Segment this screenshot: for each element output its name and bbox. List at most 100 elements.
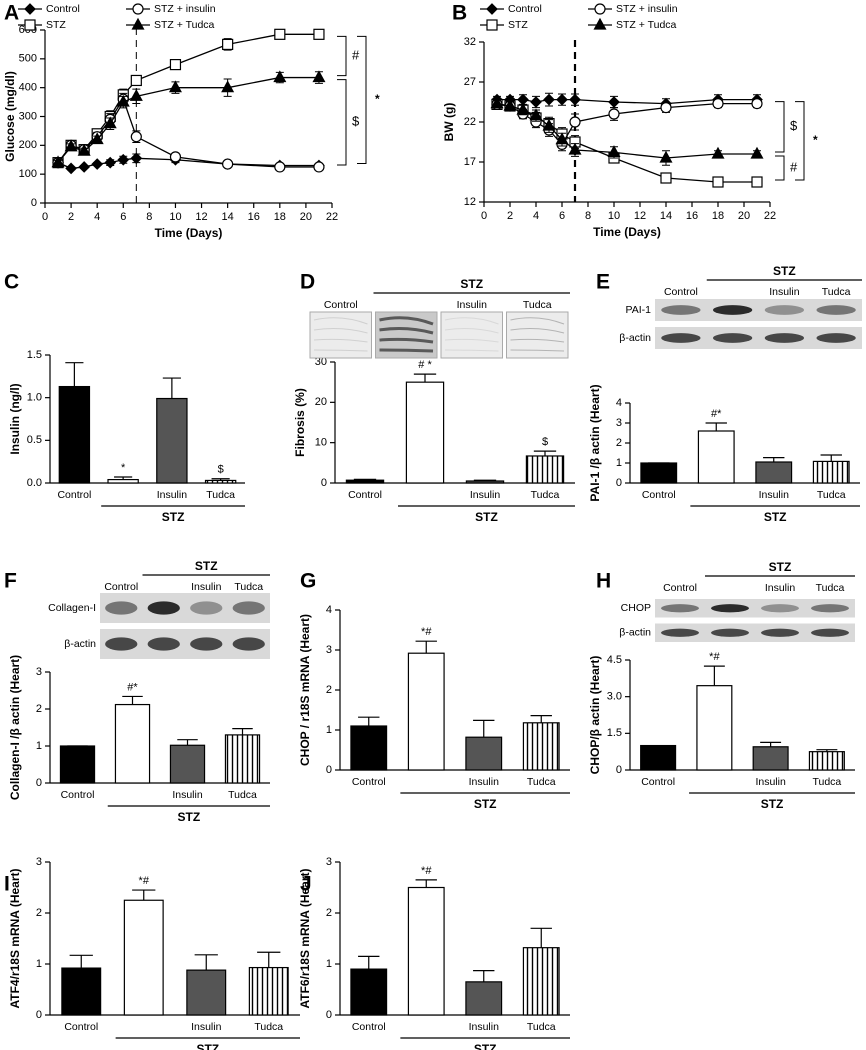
- error-bar: [194, 954, 218, 971]
- x-tick-label: Control: [61, 789, 95, 801]
- blot-strip: [655, 623, 855, 642]
- error-bar: [530, 927, 552, 948]
- error-bar: [162, 377, 181, 399]
- y-tick-label: 3: [36, 856, 42, 868]
- y-tick-label: 27: [464, 76, 476, 88]
- x-tick-label: 4: [94, 211, 100, 223]
- y-tick-label: 0.0: [27, 477, 42, 489]
- marker: [117, 153, 130, 166]
- y-axis-label: ATF6/r18S mRNA (Heart): [298, 868, 312, 1008]
- x-tick-label: 16: [248, 211, 260, 223]
- y-tick-label: 3: [616, 417, 622, 429]
- bar: [114, 703, 151, 784]
- y-tick-label: 0: [326, 1009, 332, 1021]
- marker: [222, 38, 234, 51]
- blot-band: [105, 601, 138, 615]
- blot-band: [816, 333, 856, 343]
- x-tick-label: Tudca: [228, 789, 257, 801]
- x-tick-label: Tudca: [206, 489, 235, 501]
- legend-marker: [486, 19, 498, 31]
- bar: [696, 685, 733, 771]
- y-tick-label: 0: [616, 764, 622, 776]
- error-bar: [763, 457, 785, 462]
- y-tick-label: 3: [326, 644, 332, 656]
- bar-label: *#: [139, 875, 150, 887]
- bar: [204, 479, 237, 484]
- x-tick-label: Insulin: [469, 776, 500, 788]
- histology-texture: [444, 349, 499, 352]
- x-tick-label: Control: [352, 1021, 386, 1033]
- marker: [607, 145, 621, 157]
- marker: [313, 161, 325, 173]
- marker: [660, 101, 672, 114]
- marker: [608, 96, 620, 108]
- error-bar: [132, 889, 156, 901]
- x-tick-label: Tudca: [254, 1021, 283, 1033]
- histology-texture: [313, 317, 368, 325]
- lane-label: Insulin: [769, 286, 800, 298]
- y-tick-label: 22: [464, 116, 476, 128]
- panel-letter: A: [4, 2, 19, 25]
- blot-band: [190, 601, 223, 615]
- significance-label: #: [790, 159, 798, 174]
- x-tick-label: Control: [64, 1021, 98, 1033]
- y-tick-label: 300: [19, 110, 37, 122]
- lane-label: Tudca: [822, 286, 851, 298]
- blot-label: CHOP: [621, 602, 651, 614]
- blot-band: [232, 637, 265, 651]
- significance-bracket: [357, 35, 367, 165]
- bar: [465, 736, 503, 771]
- histology-texture: [444, 328, 499, 334]
- y-tick-label: 1: [36, 958, 42, 970]
- lane-group-label: STZ: [773, 264, 796, 278]
- x-tick-label: Insulin: [470, 489, 501, 501]
- marker: [312, 70, 326, 83]
- y-tick-label: 20: [315, 396, 327, 408]
- y-axis-label: BW (g): [442, 103, 456, 142]
- x-tick-label: Insulin: [191, 1021, 222, 1033]
- blot-band: [661, 333, 701, 343]
- group-label: STZ: [475, 510, 498, 524]
- marker: [222, 158, 234, 170]
- y-axis-label: ATF4/r18S mRNA (Heart): [8, 868, 22, 1008]
- marker: [274, 28, 286, 40]
- y-tick-label: 17: [464, 156, 476, 168]
- marker: [555, 132, 569, 145]
- y-tick-label: 0: [326, 764, 332, 776]
- y-tick-label: 10: [315, 437, 327, 449]
- histology-image: [440, 311, 503, 359]
- y-tick-label: 4: [616, 397, 622, 409]
- significance-label: $: [790, 118, 798, 133]
- legend-label: STZ + insulin: [616, 3, 678, 15]
- y-tick-label: 1.0: [27, 392, 42, 404]
- significance-label: #: [352, 47, 360, 62]
- x-tick-label: 6: [120, 211, 126, 223]
- marker: [530, 96, 542, 108]
- x-tick-label: Control: [348, 489, 382, 501]
- significance-label: *: [375, 92, 380, 106]
- lane-label: Control: [104, 581, 138, 593]
- histology-texture: [510, 317, 565, 325]
- bar: [61, 967, 102, 1016]
- bar-label: $: [218, 464, 224, 476]
- lane-label: Insulin: [765, 582, 796, 594]
- significance-bracket: [775, 101, 785, 153]
- error-bar: [232, 728, 253, 735]
- bar-label: # *: [418, 359, 432, 371]
- y-tick-label: 0: [36, 777, 42, 789]
- bar: [59, 745, 96, 784]
- bar-label: #*: [127, 681, 138, 693]
- panel-letter: G: [300, 570, 316, 593]
- bar: [640, 462, 678, 484]
- blot-strip: [655, 299, 862, 321]
- marker: [90, 132, 104, 145]
- histology-texture: [379, 327, 434, 335]
- x-tick-label: 18: [274, 211, 286, 223]
- marker: [608, 108, 620, 120]
- x-tick-label: 2: [507, 210, 513, 222]
- y-tick-label: 2: [36, 907, 42, 919]
- y-tick-label: 500: [19, 53, 37, 65]
- lane-group-label: STZ: [460, 277, 483, 291]
- legend-label: Control: [46, 3, 80, 15]
